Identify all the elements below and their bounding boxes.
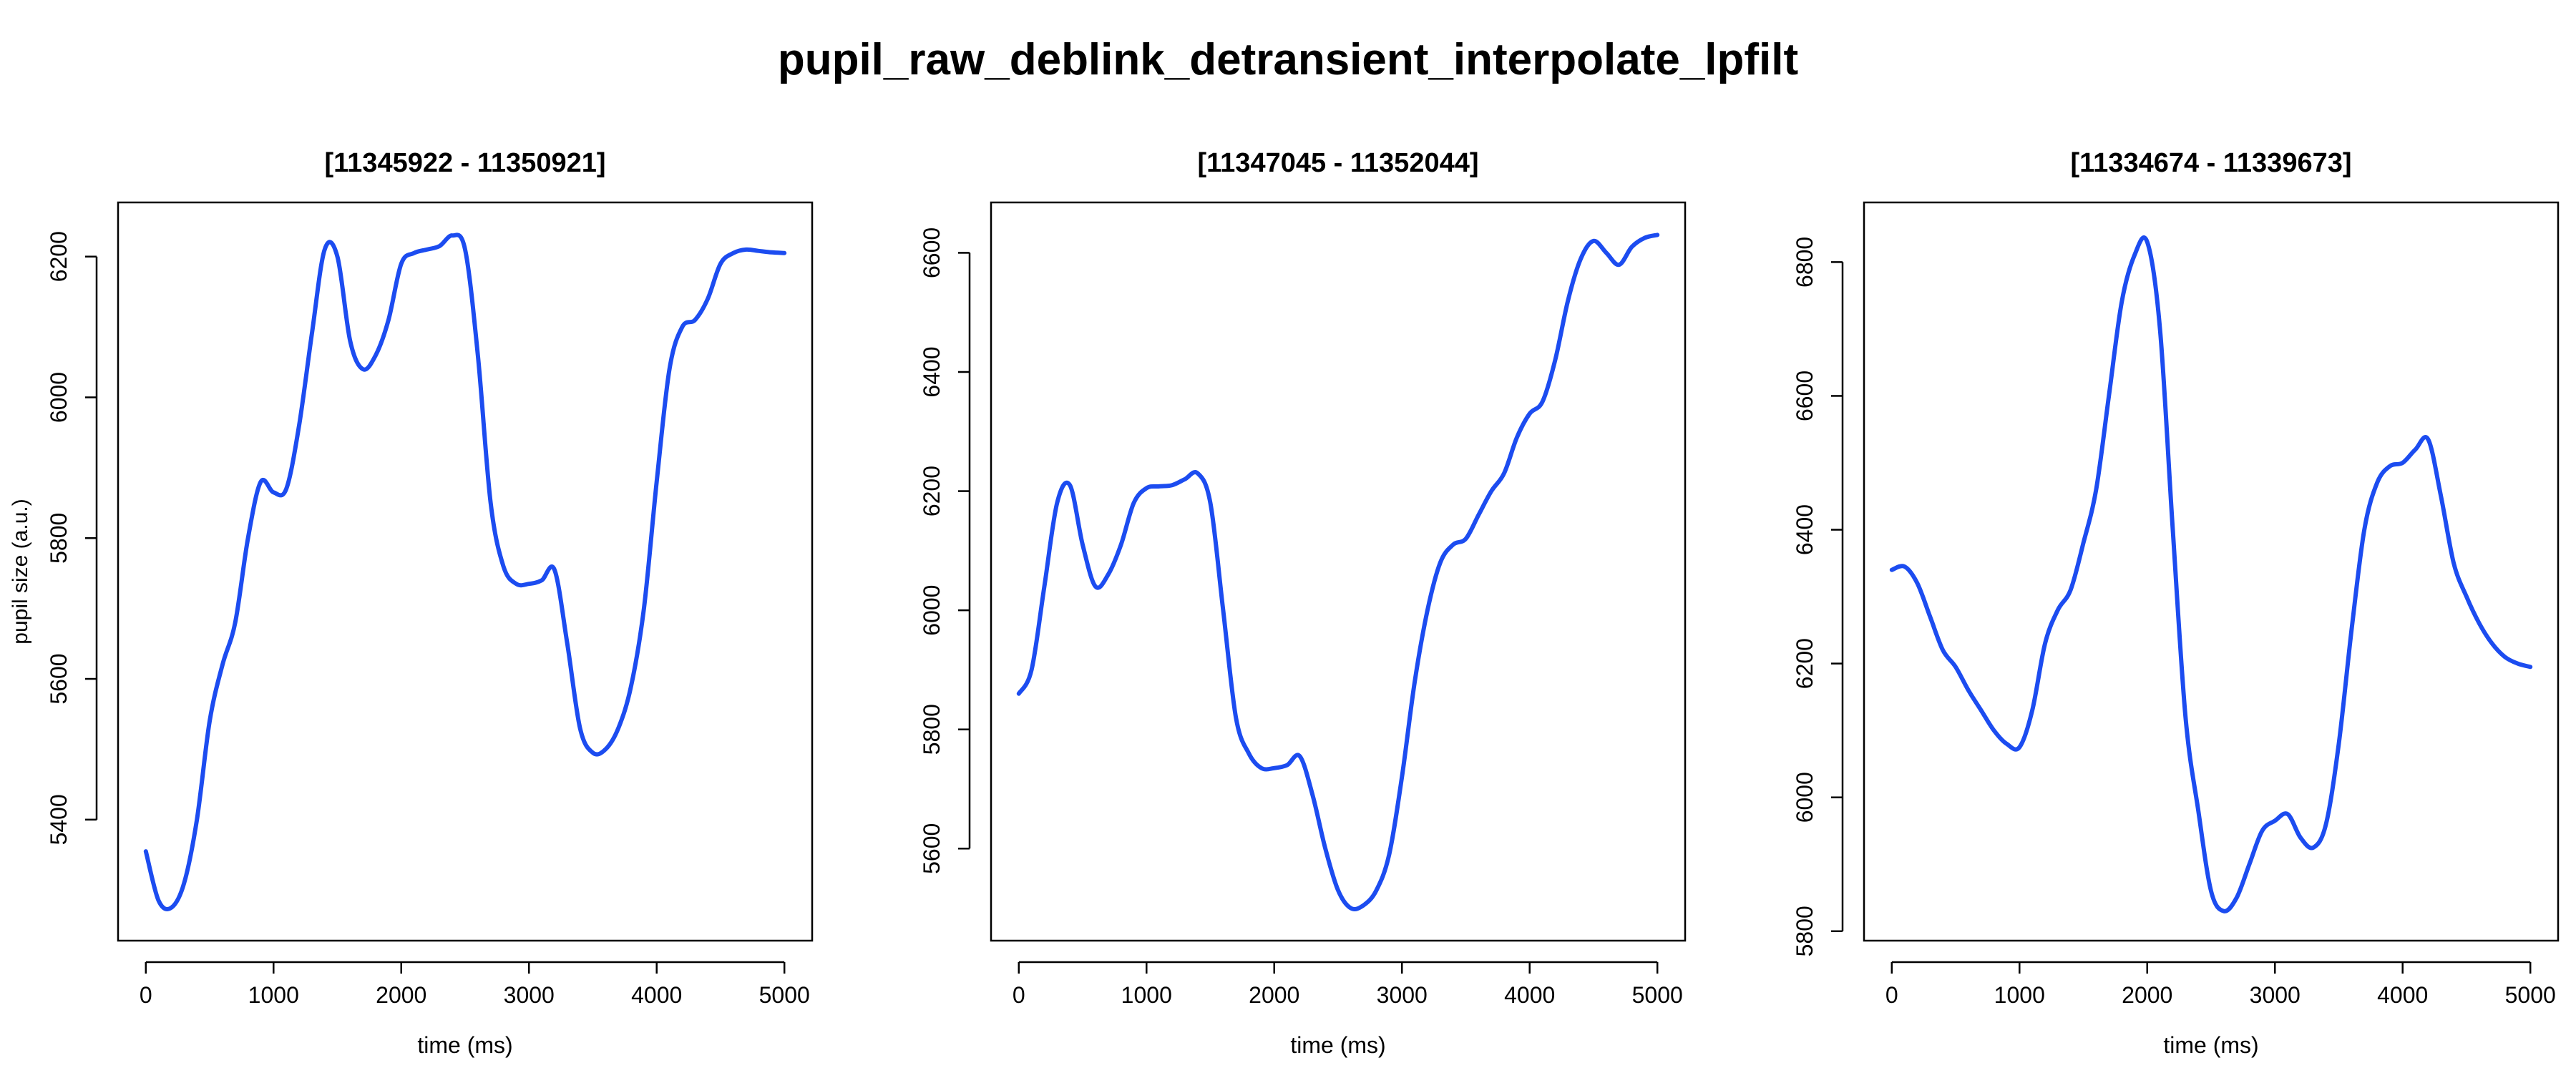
x-tick-label: 1000	[248, 982, 299, 1008]
x-tick-label: 0	[1013, 982, 1025, 1008]
chart-panel-1: [11345922 - 11350921] 0 1000 2000 3000 4000 50…	[9, 148, 812, 1058]
x-axis-label: time (ms)	[1290, 1032, 1385, 1058]
x-tick-label: 0	[1885, 982, 1898, 1008]
x-tick-label: 3000	[1377, 982, 1428, 1008]
x-tick-label: 3000	[504, 982, 555, 1008]
y-tick-label: 5600	[46, 653, 72, 704]
x-tick-label: 4000	[1504, 982, 1555, 1008]
y-tick-label: 5800	[1792, 906, 1818, 956]
series-line-pupil	[1019, 235, 1657, 909]
x-tick-label: 4000	[631, 982, 682, 1008]
y-tick-label: 6800	[1792, 237, 1818, 288]
y-tick-label: 6400	[1792, 504, 1818, 555]
y-tick-label: 6000	[919, 585, 945, 636]
plot-frame	[991, 202, 1685, 941]
chart-panel-2: [11347045 - 11352044] 0 1000 2000 3000 4000 50…	[919, 148, 1685, 1058]
plot-frame	[118, 202, 812, 941]
y-tick-label: 6200	[1792, 638, 1818, 689]
x-tick-label: 2000	[1249, 982, 1299, 1008]
x-tick-label: 5000	[759, 982, 810, 1008]
x-tick-label: 0	[140, 982, 152, 1008]
y-axis-label: pupil size (a.u.)	[9, 499, 32, 644]
y-tick-label: 6400	[919, 346, 945, 397]
x-tick-label: 2000	[2122, 982, 2172, 1008]
y-tick-label: 5600	[919, 823, 945, 874]
series-line-pupil	[146, 235, 784, 909]
x-axis-label: time (ms)	[2163, 1032, 2258, 1058]
y-tick-label: 6000	[1792, 772, 1818, 823]
y-tick-label: 5800	[919, 704, 945, 755]
y-tick-label: 6600	[919, 227, 945, 278]
x-axis-label: time (ms)	[417, 1032, 512, 1058]
y-tick-label: 6200	[46, 231, 72, 282]
y-tick-label: 5400	[46, 794, 72, 845]
x-tick-label: 5000	[1632, 982, 1683, 1008]
y-tick-label: 6200	[919, 466, 945, 516]
y-tick-label: 6600	[1792, 371, 1818, 421]
chart-title: [11347045 - 11352044]	[1197, 148, 1478, 178]
x-tick-label: 5000	[2505, 982, 2556, 1008]
series-line-pupil	[1892, 237, 2530, 911]
x-tick-label: 4000	[2377, 982, 2428, 1008]
x-tick-label: 2000	[376, 982, 426, 1008]
x-tick-label: 1000	[1994, 982, 2045, 1008]
chart-panel-3: [11334674 - 11339673] 0 1000 2000 3000 4000 50…	[1792, 148, 2558, 1058]
y-tick-label: 6000	[46, 372, 72, 423]
x-tick-label: 3000	[2250, 982, 2301, 1008]
y-tick-label: 5800	[46, 513, 72, 564]
chart-title: [11334674 - 11339673]	[2070, 148, 2351, 178]
chart-title: [11345922 - 11350921]	[324, 148, 605, 178]
x-tick-label: 1000	[1121, 982, 1172, 1008]
